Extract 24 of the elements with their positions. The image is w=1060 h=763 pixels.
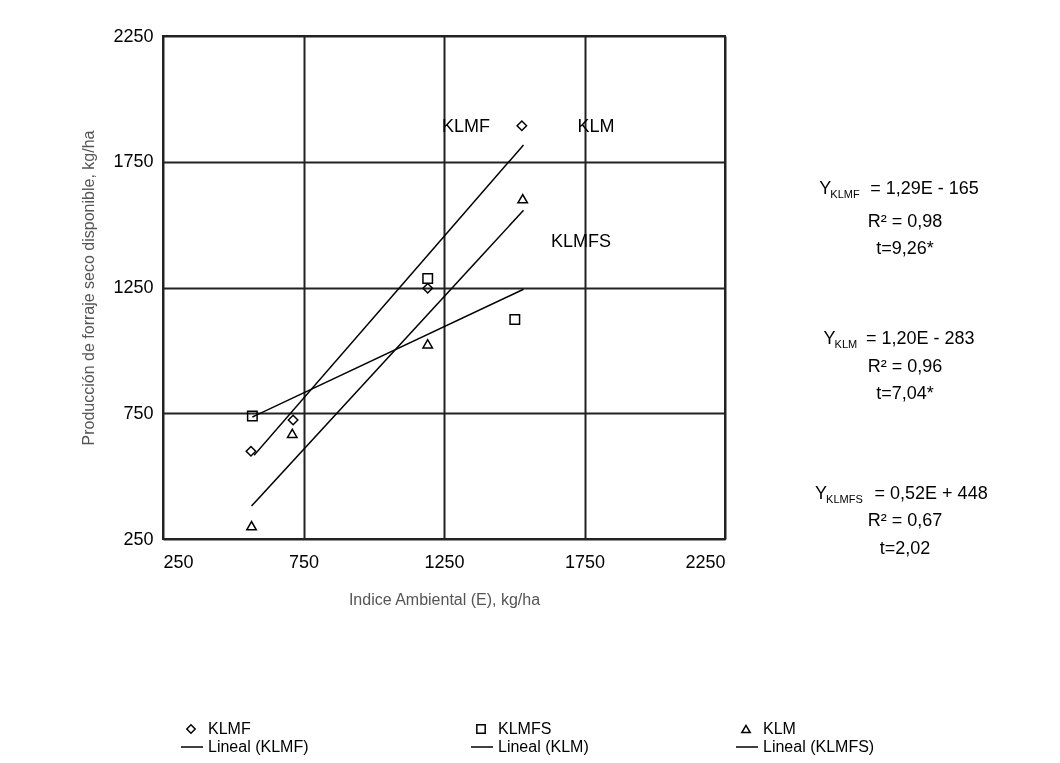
x-tick-label: 750 (288, 551, 320, 572)
legend-label: KLMFS (498, 720, 552, 737)
legend-label: Lineal (KLMFS) (763, 738, 875, 755)
x-tick-label: 2250 (685, 551, 726, 572)
x-tick-label: 1250 (424, 551, 465, 572)
legend-label: Lineal (KLM) (498, 738, 589, 755)
y-tick-label: 750 (123, 402, 154, 423)
text: t=7,04* (876, 383, 934, 403)
x-tick-label: 250 (163, 551, 194, 572)
x-tick-label: 1750 (564, 551, 606, 572)
y-tick-label: 1750 (113, 151, 154, 172)
legend-label: KLMF (208, 720, 251, 737)
y-tick-label: 2250 (113, 25, 154, 46)
y-axis-title: Producción de forraje seco disponible, kg/ha (80, 130, 98, 446)
legend-label: Lineal (KLMF) (208, 738, 309, 755)
text: R² = 0,98 (867, 211, 943, 231)
x-axis-title: Indice Ambiental (E), kg/ha (348, 590, 541, 608)
text: R² = 0,96 (867, 356, 943, 376)
legend-label: KLM (763, 720, 796, 737)
y-tick-label: 250 (123, 528, 154, 549)
text: t=2,02 (879, 538, 931, 558)
text: t=9,26* (876, 238, 934, 258)
text: R² = 0,67 (867, 510, 943, 530)
y-tick-label: 1250 (113, 277, 154, 297)
